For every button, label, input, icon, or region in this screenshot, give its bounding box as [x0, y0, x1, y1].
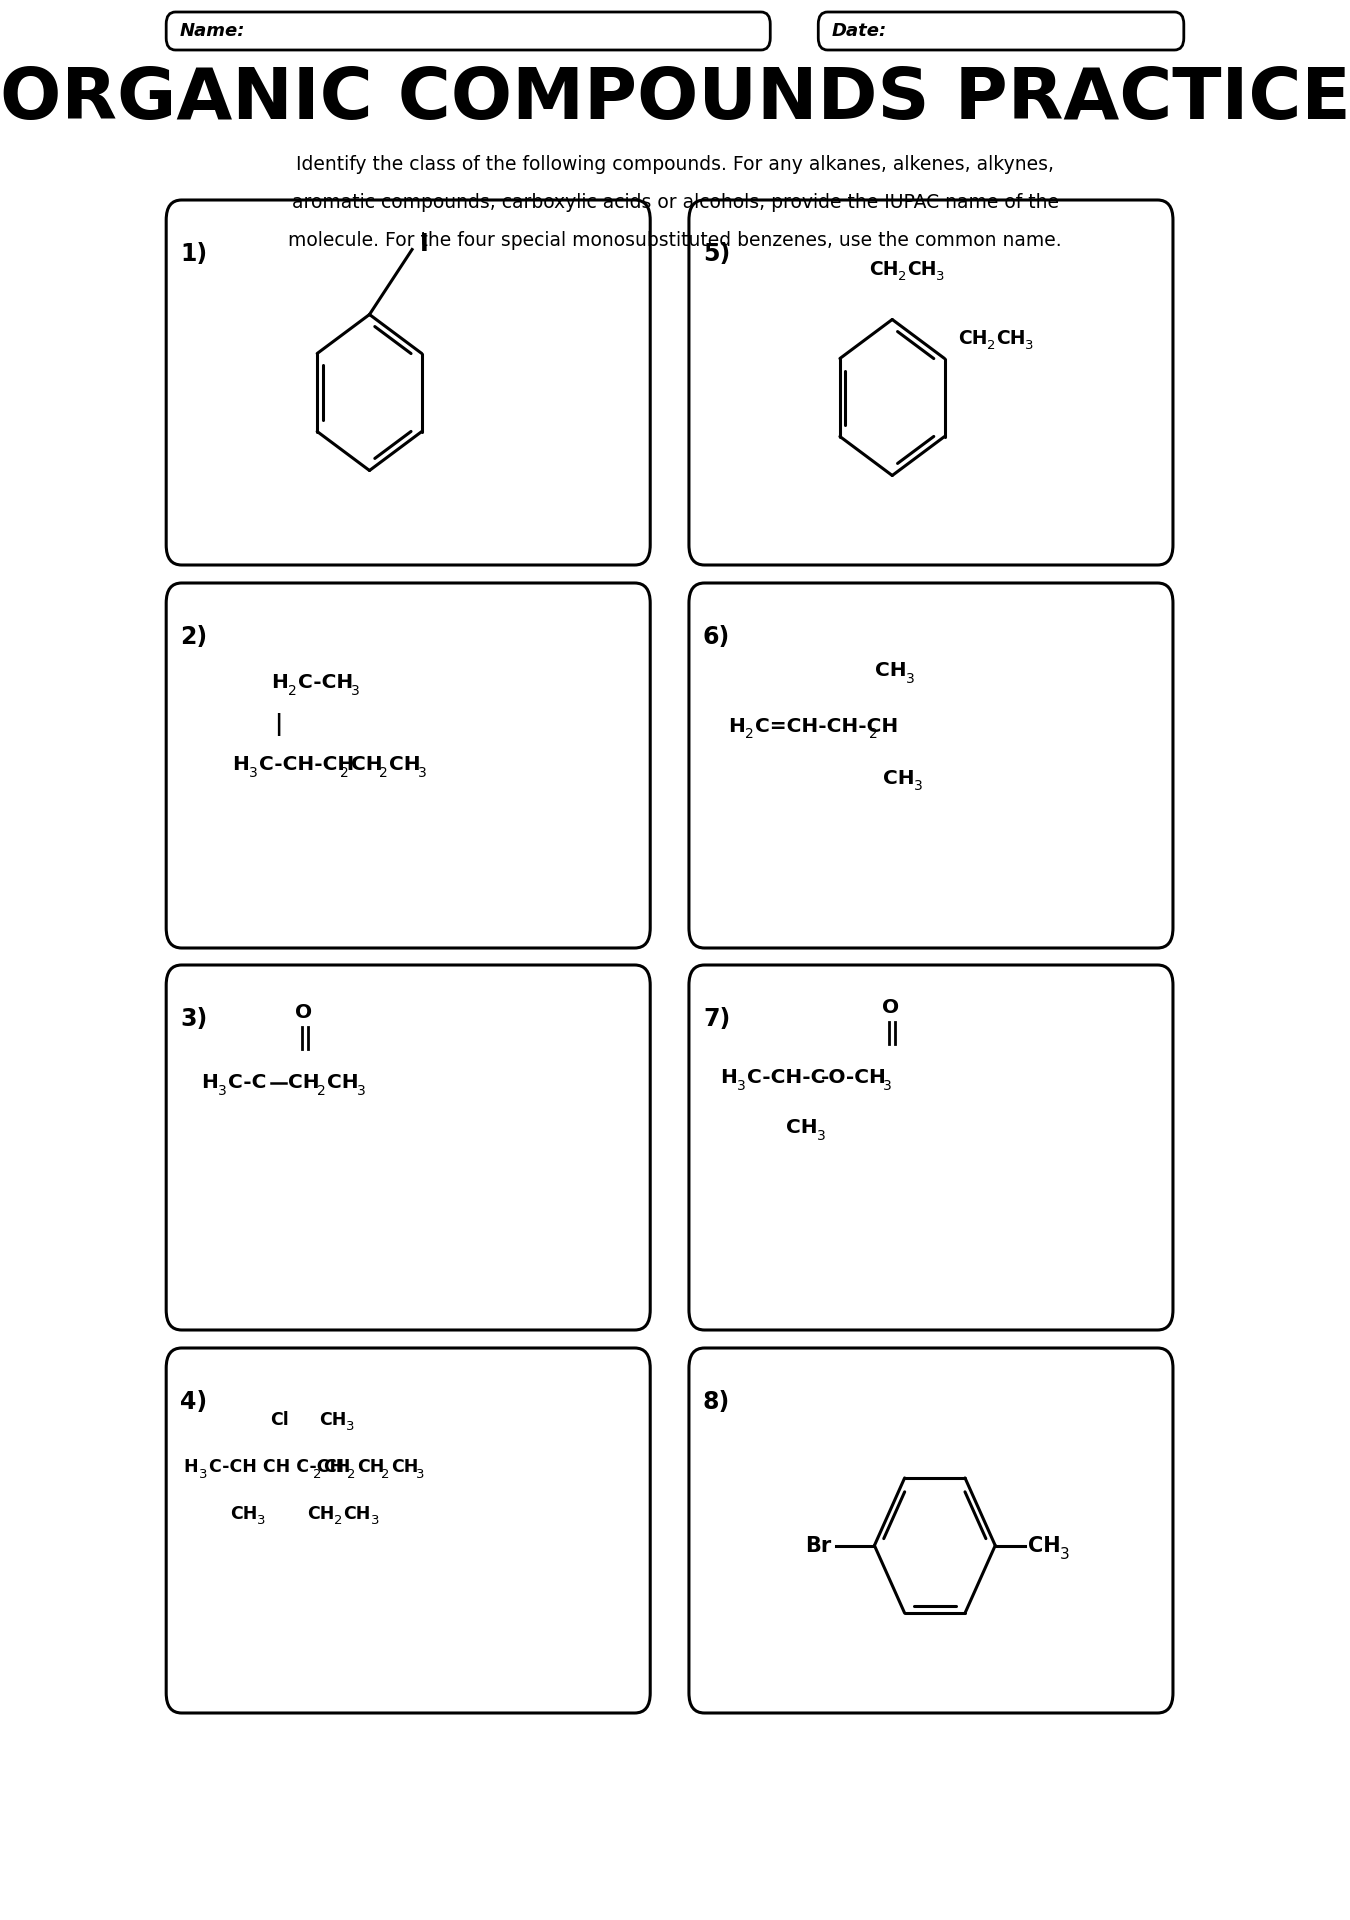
Text: CH: CH — [883, 768, 914, 787]
Text: molecule. For the four special monosubstituted benzenes, use the common name.: molecule. For the four special monosubst… — [288, 232, 1062, 250]
Text: CH: CH — [288, 1073, 320, 1092]
Text: Cl: Cl — [270, 1411, 289, 1428]
Text: Br: Br — [806, 1536, 832, 1555]
FancyBboxPatch shape — [688, 200, 1173, 564]
Text: 2: 2 — [313, 1467, 321, 1480]
Text: CH: CH — [323, 1457, 350, 1476]
Text: 3: 3 — [1025, 340, 1034, 351]
Text: I: I — [420, 232, 428, 255]
Text: CH: CH — [390, 1457, 418, 1476]
Text: 2: 2 — [340, 766, 350, 780]
Text: |: | — [274, 714, 282, 737]
Text: 3: 3 — [256, 1515, 266, 1528]
Text: 7): 7) — [703, 1006, 730, 1031]
Text: 3: 3 — [346, 1421, 354, 1434]
Text: 2: 2 — [898, 271, 906, 282]
Text: 3: 3 — [371, 1515, 379, 1528]
Text: Date:: Date: — [832, 21, 887, 40]
Text: C-CH-CH: C-CH-CH — [259, 755, 354, 774]
Text: CH: CH — [389, 755, 421, 774]
Text: CH: CH — [319, 1411, 346, 1428]
Text: CH: CH — [308, 1505, 335, 1523]
Text: CH: CH — [907, 259, 937, 278]
Text: 2: 2 — [379, 766, 387, 780]
Text: CH: CH — [351, 755, 382, 774]
Text: 6): 6) — [703, 626, 730, 649]
Text: 2): 2) — [180, 626, 208, 649]
Text: 3): 3) — [180, 1006, 208, 1031]
Text: 3: 3 — [219, 1085, 227, 1098]
Text: O: O — [294, 1004, 312, 1023]
Text: 3: 3 — [418, 766, 427, 780]
Text: 2: 2 — [335, 1515, 343, 1528]
Text: CH: CH — [343, 1505, 371, 1523]
Text: C=CH-CH-CH: C=CH-CH-CH — [755, 716, 898, 735]
Text: 8): 8) — [703, 1390, 730, 1413]
Text: ORGANIC COMPOUNDS PRACTICE: ORGANIC COMPOUNDS PRACTICE — [0, 65, 1350, 134]
Text: C-CH CH C-CH: C-CH CH C-CH — [209, 1457, 344, 1476]
Text: H: H — [201, 1073, 217, 1092]
Text: 2: 2 — [288, 684, 297, 699]
FancyBboxPatch shape — [818, 12, 1184, 50]
Text: C-C: C-C — [228, 1073, 266, 1092]
Text: -O-CH: -O-CH — [821, 1069, 887, 1087]
Text: 2: 2 — [317, 1085, 325, 1098]
Text: H: H — [720, 1069, 737, 1087]
Text: CH: CH — [996, 328, 1026, 348]
Text: 3: 3 — [416, 1467, 424, 1480]
FancyBboxPatch shape — [166, 966, 651, 1331]
FancyBboxPatch shape — [688, 584, 1173, 948]
Text: 3: 3 — [906, 672, 914, 685]
Text: 2: 2 — [382, 1467, 390, 1480]
Text: H: H — [728, 716, 745, 735]
Text: 2: 2 — [745, 728, 753, 741]
Text: 3: 3 — [936, 271, 944, 282]
Text: Identify the class of the following compounds. For any alkanes, alkenes, alkynes: Identify the class of the following comp… — [296, 156, 1054, 175]
FancyBboxPatch shape — [688, 1348, 1173, 1713]
Text: 3: 3 — [1060, 1548, 1071, 1563]
Text: aromatic compounds, carboxylic acids or alcohols, provide the IUPAC name of the: aromatic compounds, carboxylic acids or … — [292, 194, 1058, 213]
Text: 2: 2 — [347, 1467, 356, 1480]
FancyBboxPatch shape — [166, 1348, 651, 1713]
Text: 3: 3 — [248, 766, 258, 780]
Text: CH: CH — [875, 662, 906, 680]
FancyBboxPatch shape — [166, 12, 771, 50]
Text: CH: CH — [869, 259, 899, 278]
Text: 3: 3 — [737, 1079, 745, 1092]
Text: CH: CH — [958, 328, 988, 348]
Text: 3: 3 — [356, 1085, 366, 1098]
Text: CH: CH — [786, 1119, 817, 1137]
Text: H: H — [184, 1457, 198, 1476]
Text: C-CH: C-CH — [298, 674, 354, 693]
Text: 5): 5) — [703, 242, 730, 267]
Text: 3: 3 — [351, 684, 359, 699]
Text: CH: CH — [230, 1505, 256, 1523]
Text: 2: 2 — [869, 728, 878, 741]
Text: C-CH-C: C-CH-C — [747, 1069, 825, 1087]
Text: O: O — [882, 998, 899, 1018]
Text: 3: 3 — [817, 1129, 825, 1142]
Text: CH: CH — [1027, 1536, 1060, 1555]
Text: 3: 3 — [198, 1467, 207, 1480]
Text: 3: 3 — [883, 1079, 891, 1092]
Text: CH: CH — [327, 1073, 359, 1092]
Text: Name:: Name: — [180, 21, 244, 40]
Text: 1): 1) — [180, 242, 208, 267]
Text: 4): 4) — [180, 1390, 208, 1413]
Text: H: H — [271, 674, 288, 693]
Text: CH: CH — [356, 1457, 385, 1476]
Text: H: H — [232, 755, 248, 774]
Text: 3: 3 — [914, 780, 922, 793]
FancyBboxPatch shape — [688, 966, 1173, 1331]
Text: 2: 2 — [987, 340, 996, 351]
FancyBboxPatch shape — [166, 200, 651, 564]
FancyBboxPatch shape — [166, 584, 651, 948]
